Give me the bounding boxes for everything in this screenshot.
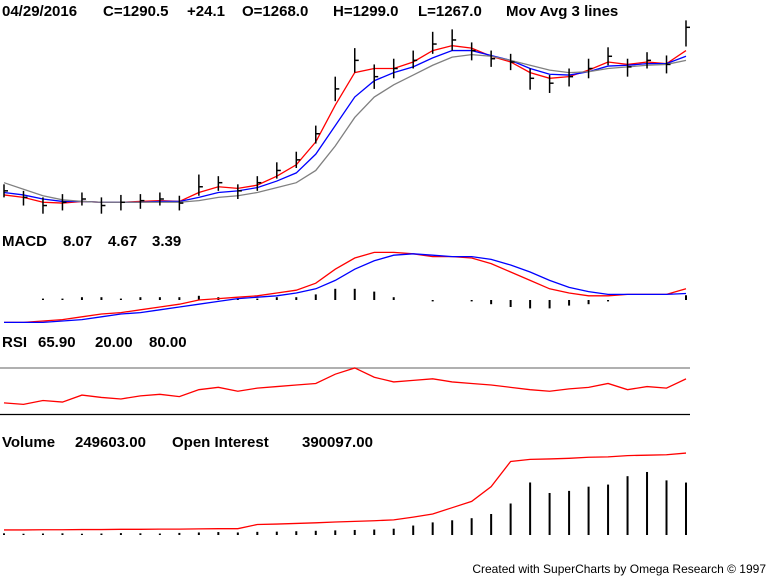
panel-title: Volume [2, 434, 55, 451]
value-label: 249603.00 [75, 434, 146, 451]
value-label: 390097.00 [302, 434, 373, 451]
value-label: 80.00 [149, 334, 187, 351]
header-low: L=1267.0 [418, 3, 482, 20]
panel-title: RSI [2, 334, 27, 351]
labels: MACD 8.07 4.67 3.39 RSI 65.90 20.00 80.00 Volume… [2, 3, 766, 576]
header-close: C=1290.5 [103, 3, 168, 20]
value-label: 4.67 [108, 233, 137, 250]
value-label: 20.00 [95, 334, 133, 351]
macd-line [4, 251, 687, 324]
footer: Created with SuperCharts by Omega Resear… [472, 562, 766, 576]
header-study: Mov Avg 3 lines [506, 3, 618, 20]
panel-title: MACD [2, 233, 47, 250]
value-label: 8.07 [63, 233, 92, 250]
value-label: 3.39 [152, 233, 181, 250]
open-interest-line [4, 452, 687, 531]
marks [0, 20, 690, 535]
macd-line [4, 253, 687, 324]
header-open: O=1268.0 [242, 3, 308, 20]
header-change: +24.1 [187, 3, 225, 20]
value-label: 65.90 [38, 334, 76, 351]
panel-title: Open Interest [172, 434, 269, 451]
moving-average [3, 53, 687, 203]
header-high: H=1299.0 [333, 3, 398, 20]
rsi-line [3, 367, 687, 406]
header-date: 04/29/2016 [2, 3, 77, 20]
